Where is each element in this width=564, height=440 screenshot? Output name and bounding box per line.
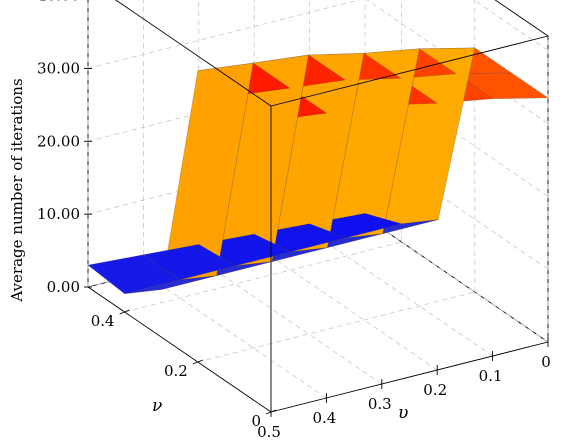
- surface-patch: [87, 254, 181, 295]
- axes-front: [87, 0, 549, 413]
- axis-edge: [494, 0, 549, 37]
- y-tick-label: 0.3: [368, 395, 392, 413]
- x-axis-label: ν: [152, 396, 162, 416]
- x-tick-mark: [192, 359, 203, 365]
- grid-line: [473, 0, 549, 51]
- axis-edge: [270, 341, 549, 413]
- y-axis-label: υ: [398, 403, 408, 423]
- axis-edge: [270, 35, 549, 107]
- z-tick-label: 30.00: [37, 59, 80, 77]
- grid-line: [124, 241, 402, 313]
- y-tick-label: 0.1: [479, 367, 503, 385]
- x-tick-label: 0.2: [164, 362, 188, 380]
- tick-labels: 0.00 10.00 20.00 30.00 40.00 0 0.2 0.4 0 0.1 0.2 0.…: [37, 0, 551, 440]
- z-tick-label: 0.00: [47, 278, 80, 296]
- grid-line: [309, 230, 493, 357]
- z-axis-label: Average number of iterations: [8, 78, 26, 302]
- y-tick-label: 0.2: [423, 381, 447, 399]
- axis-edge: [87, 286, 272, 413]
- grid-line: [197, 291, 475, 363]
- surface-mesh: [87, 47, 549, 295]
- axis-edge: [115, 0, 272, 107]
- x-tick-mark: [119, 309, 130, 315]
- x-tick-label: 0: [251, 412, 261, 430]
- grid-line: [364, 216, 549, 343]
- grid-line: [143, 272, 327, 399]
- z-tick-label: 20.00: [37, 132, 80, 150]
- grid-line: [253, 244, 438, 371]
- x-tick-label: 0.4: [91, 312, 115, 330]
- y-tick-label: 0.4: [312, 409, 336, 427]
- grid-line: [198, 258, 383, 385]
- z-tick-label: 40.00: [37, 0, 80, 5]
- z-tick-label: 10.00: [37, 205, 80, 223]
- grid-line: [87, 0, 361, 69]
- y-tick-label: 0.5: [257, 423, 281, 440]
- y-tick-label: 0: [541, 353, 551, 371]
